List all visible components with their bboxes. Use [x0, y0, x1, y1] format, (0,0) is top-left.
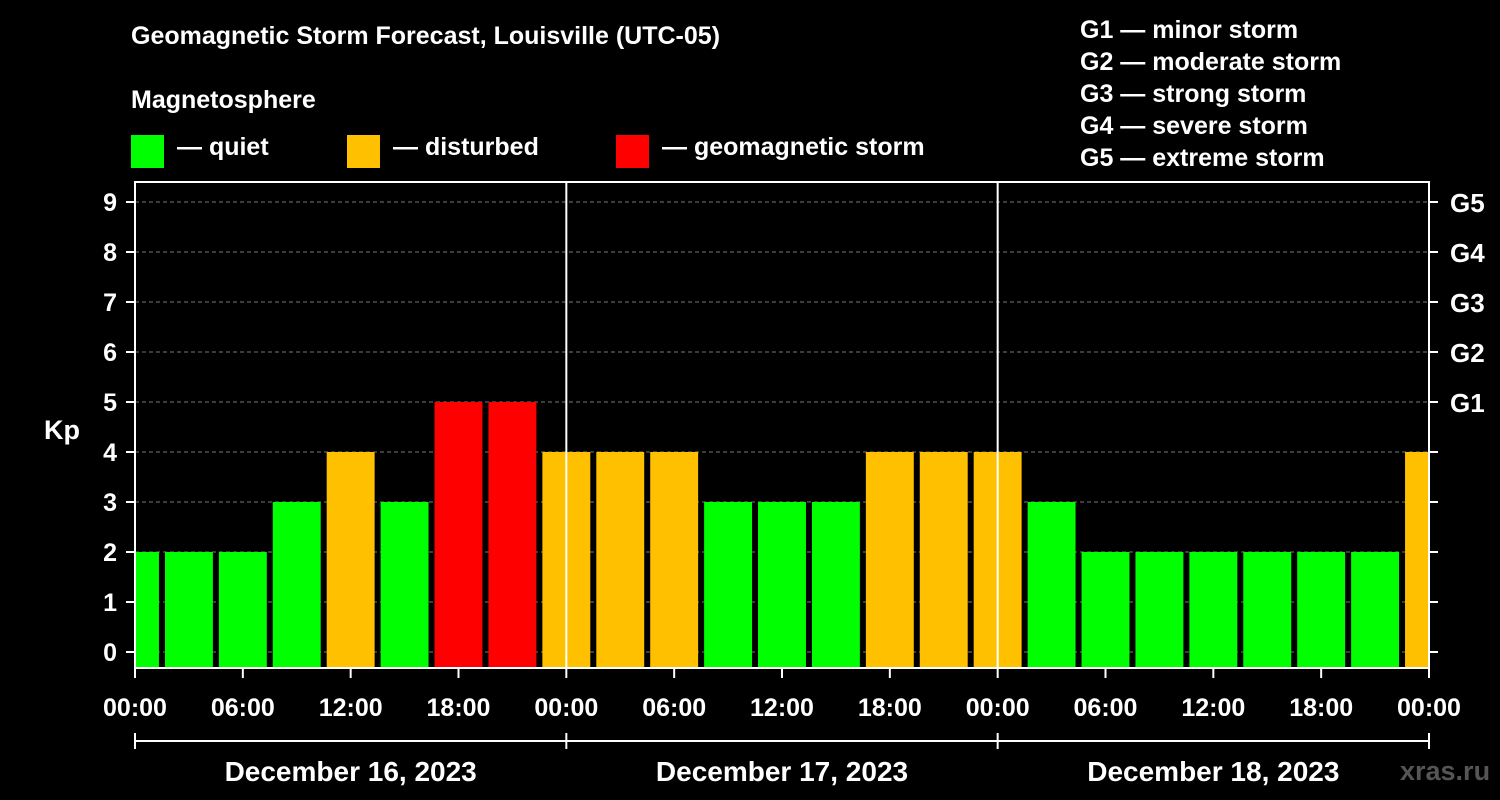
y-tick-label: 6 [103, 339, 117, 367]
x-tick-label: 00:00 [966, 694, 1030, 722]
watermark: xras.ru [1400, 756, 1491, 786]
kp-bar [1135, 552, 1184, 668]
y-tick-label: 2 [103, 539, 117, 567]
y-tick-label: 0 [103, 639, 117, 667]
x-tick-label: 06:00 [642, 694, 706, 722]
g-legend-g2: G2 — moderate storm [1080, 48, 1342, 76]
kp-bar [758, 502, 806, 668]
g-scale-legend: G1 — minor storm G2 — moderate storm G3 … [1080, 14, 1341, 174]
x-tick-label: 12:00 [750, 694, 814, 722]
y-tick-label: 8 [103, 239, 117, 267]
g-legend-g3: G3 — strong storm [1080, 80, 1307, 108]
kp-bar [1027, 502, 1076, 668]
x-tick-label: 06:00 [1074, 694, 1138, 722]
kp-bar [380, 502, 429, 668]
y-tick-label: 4 [103, 439, 117, 467]
axes-layer [126, 181, 1438, 749]
x-tick-label: 00:00 [103, 694, 167, 722]
x-tick-label: 12:00 [1181, 694, 1245, 722]
legend-swatch-storm [616, 135, 649, 168]
legend-swatch-quiet [131, 135, 164, 168]
g-level-label: G1 [1450, 388, 1485, 418]
g-level-label: G3 [1450, 288, 1485, 318]
kp-bar [596, 452, 645, 668]
y-tick-label: 9 [103, 189, 117, 217]
kp-bar [865, 452, 914, 668]
kp-bar [1405, 452, 1428, 668]
g-legend-g4: G4 — severe storm [1080, 112, 1308, 140]
kp-bar [1243, 552, 1292, 668]
y-axis-label: Kp [44, 415, 80, 445]
bars-layer [136, 402, 1428, 668]
y-tick-label: 3 [103, 489, 117, 517]
g-level-label: G2 [1450, 338, 1485, 368]
y-tick-label: 5 [103, 389, 117, 417]
x-tick-label: 12:00 [319, 694, 383, 722]
kp-bar [218, 552, 267, 668]
g-legend-g5: G5 — extreme storm [1080, 144, 1325, 172]
kp-bar [1189, 552, 1238, 668]
legend-label-storm: — geomagnetic storm [662, 133, 925, 161]
date-label: December 17, 2023 [656, 756, 908, 787]
date-label: December 16, 2023 [225, 756, 477, 787]
legend-swatch-disturbed [347, 135, 380, 168]
kp-bar [434, 402, 483, 668]
kp-bar [272, 502, 321, 668]
y-tick-label: 7 [103, 289, 117, 317]
x-tick-label: 18:00 [427, 694, 491, 722]
chart-title: Geomagnetic Storm Forecast, Louisville (… [131, 22, 721, 50]
kp-bar [1081, 552, 1130, 668]
x-tick-label: 00:00 [534, 694, 598, 722]
kp-bar [326, 452, 375, 668]
date-label: December 18, 2023 [1087, 756, 1339, 787]
g-legend-g1: G1 — minor storm [1080, 16, 1299, 44]
legend-label-disturbed: — disturbed [393, 133, 539, 161]
kp-bar [164, 552, 213, 668]
kp-bar [811, 502, 860, 668]
kp-bar [488, 402, 537, 668]
kp-bar [919, 452, 968, 668]
kp-bar [136, 552, 159, 668]
kp-bar [1297, 552, 1346, 668]
x-tick-label: 18:00 [858, 694, 922, 722]
x-tick-label: 00:00 [1397, 694, 1461, 722]
g-level-label: G5 [1450, 188, 1485, 218]
labels-layer: 0 1 2 3 4 5 6 7 8 9 G1 G2 G3 G4 G5 00:00 06:00 12:00 18:00… [103, 188, 1485, 787]
x-tick-label: 18:00 [1289, 694, 1353, 722]
kp-bar [1351, 552, 1400, 668]
x-tick-label: 06:00 [211, 694, 275, 722]
y-tick-label: 1 [103, 589, 117, 617]
magnetosphere-label: Magnetosphere [131, 86, 316, 114]
kp-bar [650, 452, 699, 668]
legend-label-quiet: — quiet [177, 133, 269, 161]
kp-bar [704, 502, 753, 668]
g-level-label: G4 [1450, 238, 1485, 268]
